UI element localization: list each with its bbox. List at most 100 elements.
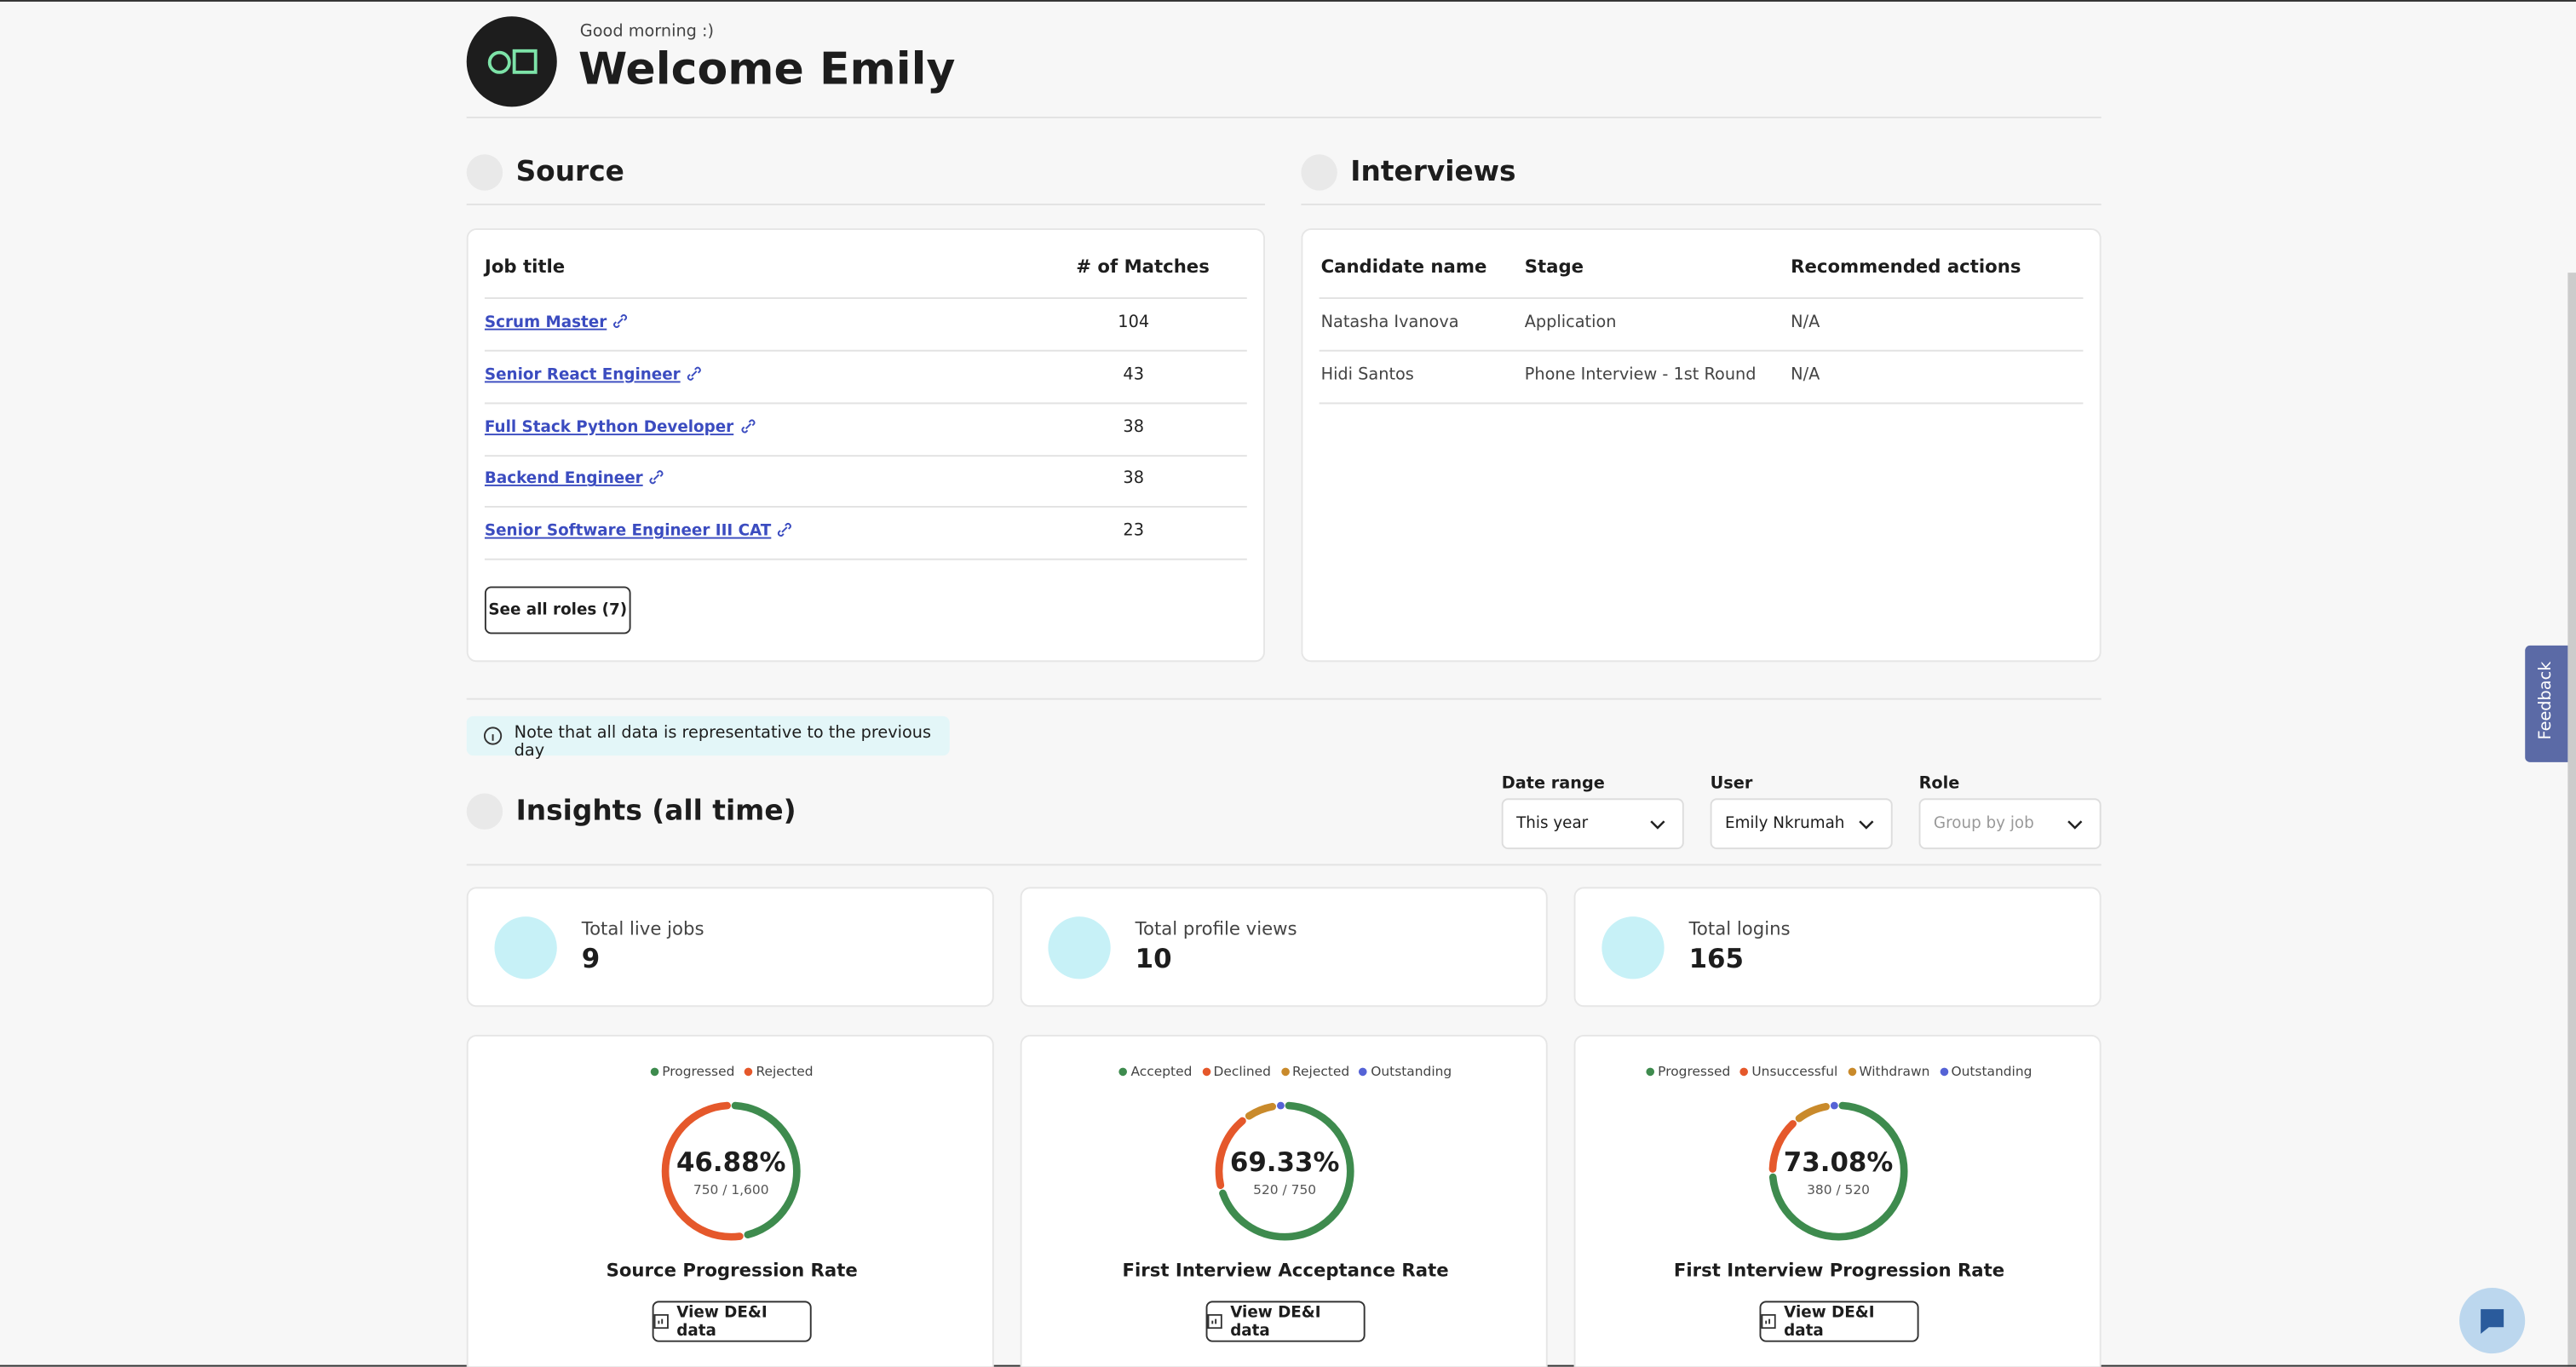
legend: Progressed Rejected — [469, 1065, 996, 1079]
legend-label: Outstanding — [1951, 1064, 2033, 1080]
legend-item: Progressed — [1646, 1064, 1731, 1080]
greeting: Good morning :) — [579, 22, 715, 42]
chart-title: First Interview Progression Rate — [1673, 1260, 2005, 1282]
stat-card: Total profile views 10 — [1020, 887, 1548, 1008]
stat-card: Total live jobs 9 — [466, 887, 994, 1008]
donut-center: 73.08% — [1783, 1146, 1894, 1178]
job-link[interactable]: Scrum Master — [485, 313, 628, 332]
filter-value[interactable]: This year — [1516, 814, 1589, 833]
filter-value[interactable]: Emily Nkrumah — [1724, 814, 1845, 833]
divider — [466, 116, 2102, 118]
legend-item: Unsuccessful — [1739, 1064, 1838, 1080]
link-icon — [778, 523, 792, 537]
chart-icon — [1207, 1313, 1222, 1330]
legend-dot — [1280, 1067, 1290, 1077]
chart-card: Accepted Declined Rejected Outstanding 69.33… — [1020, 1034, 1550, 1367]
stat-icon — [1048, 916, 1111, 979]
legend: Accepted Declined Rejected Outstanding — [1022, 1065, 1550, 1079]
row-divider — [484, 297, 1247, 299]
match-count: 23 — [1123, 522, 1144, 541]
legend-dot — [1646, 1067, 1655, 1077]
donut-segment — [1215, 1101, 1354, 1241]
legend-item: Withdrawn — [1847, 1065, 1929, 1079]
feedback-tab[interactable]: Feedback — [2525, 645, 2568, 762]
filter-value[interactable]: Group by job — [1933, 814, 2034, 833]
chevron — [1859, 820, 1874, 830]
dei-button[interactable]: View DE&I data — [1759, 1301, 1919, 1342]
row-divider — [484, 506, 1247, 508]
link-icon — [650, 471, 664, 485]
donut-detail: 520 / 750 — [1253, 1182, 1317, 1198]
match-count: 104 — [1118, 313, 1150, 332]
legend-item: Declined — [1201, 1064, 1271, 1080]
cell: Phone Interview - 1st Round — [1524, 365, 1757, 384]
legend-label: Rejected — [1292, 1064, 1350, 1080]
filter-select[interactable]: Emily Nkrumah — [1710, 798, 1893, 850]
column-header: Job title — [484, 256, 566, 278]
legend-label: Progressed — [662, 1064, 735, 1080]
donut-center: 46.88% — [676, 1146, 786, 1178]
dei-label[interactable]: View DE&I data — [1230, 1303, 1321, 1340]
source-panel: Job title # of Matches Scrum Master 104 Seni… — [466, 228, 1265, 663]
filter-select[interactable]: This year — [1501, 798, 1684, 850]
section-title: Interviews — [1350, 156, 1516, 189]
interviews-panel: Candidate name Stage Recommended actions Na… — [1301, 228, 2102, 663]
filter-label: User — [1710, 775, 1753, 794]
stat-card: Total logins 165 — [1573, 887, 2102, 1008]
row-divider — [484, 349, 1247, 352]
cell: Hidi Santos — [1320, 365, 1414, 384]
welcome-title: Welcome Emily — [578, 44, 956, 95]
dei-button[interactable]: View DE&I data — [652, 1301, 812, 1342]
row-divider — [484, 454, 1247, 457]
legend-item: Progressed — [650, 1064, 735, 1080]
match-count: 38 — [1123, 470, 1144, 489]
chart-title: Source Progression Rate — [606, 1260, 858, 1282]
donut — [1215, 1101, 1354, 1241]
info-icon — [483, 727, 503, 745]
chat-button[interactable] — [2459, 1287, 2526, 1354]
note-box: Note that all data is representative to … — [466, 715, 950, 761]
cell: Natasha Ivanova — [1320, 313, 1459, 332]
dei-label[interactable]: View DE&I data — [1784, 1303, 1875, 1340]
legend-item: Outstanding — [1939, 1064, 2033, 1080]
divider — [466, 698, 2102, 700]
job-link[interactable]: Backend Engineer — [485, 470, 664, 489]
donut-segment — [1215, 1101, 1354, 1241]
scrollbar[interactable] — [2567, 273, 2576, 1367]
legend-item: Rejected — [744, 1065, 814, 1079]
job-link[interactable]: Full Stack Python Developer — [485, 418, 755, 436]
link-icon — [613, 314, 628, 329]
section-title: Source — [515, 156, 624, 189]
see-all-button[interactable]: See all roles (7) — [484, 586, 631, 635]
legend-label: Unsuccessful — [1751, 1064, 1838, 1080]
donut-segment — [1768, 1101, 1908, 1241]
match-count: 43 — [1123, 365, 1144, 384]
legend-label: Outstanding — [1371, 1064, 1452, 1080]
column-header: Candidate name — [1320, 256, 1487, 278]
legend-dot — [1119, 1067, 1128, 1077]
chart-icon — [1761, 1313, 1776, 1330]
job-link[interactable]: Senior React Engineer — [485, 366, 702, 384]
legend-label: Progressed — [1658, 1064, 1731, 1080]
legend-label: Declined — [1213, 1064, 1271, 1080]
filter-label: Role — [1918, 775, 1960, 794]
cell: N/A — [1791, 313, 1820, 332]
feedback-label[interactable]: Feedback — [2537, 661, 2556, 740]
divider — [1301, 204, 2102, 206]
dei-button[interactable]: View DE&I data — [1205, 1301, 1366, 1342]
job-link[interactable]: Senior Software Engineer III CAT — [485, 523, 792, 541]
stat-label: Total live jobs — [581, 918, 704, 940]
link-icon — [740, 418, 755, 433]
link-icon — [687, 366, 702, 381]
match-count: 38 — [1123, 418, 1144, 437]
row-divider — [484, 402, 1247, 405]
avatar — [466, 16, 557, 107]
source-icon — [466, 154, 503, 191]
chevron — [2067, 820, 2083, 830]
column-header: # of Matches — [1076, 256, 1210, 278]
filter-select[interactable]: Group by job — [1918, 798, 2102, 850]
chart-card: Progressed Unsuccessful Withdrawn Outstandi… — [1573, 1034, 2102, 1367]
chart-title: First Interview Acceptance Rate — [1122, 1260, 1449, 1282]
dei-label[interactable]: View DE&I data — [676, 1303, 768, 1340]
row-divider — [1319, 297, 2084, 299]
